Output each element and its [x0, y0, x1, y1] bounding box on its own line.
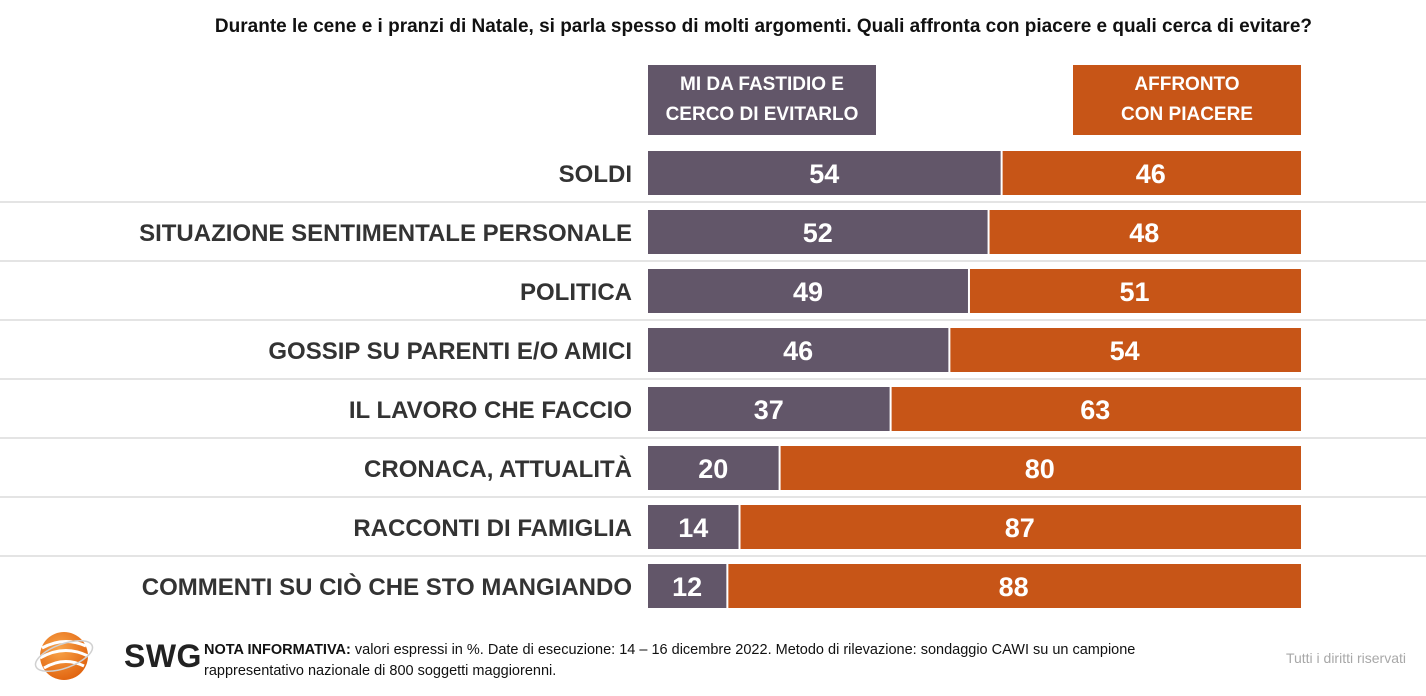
bar-avoid	[648, 210, 988, 254]
value-label-avoid: 52	[803, 218, 833, 248]
stacked-bar-chart: SOLDI 54 46 SITUAZIONE SENTIMENTALE PERSONA…	[0, 151, 1426, 608]
category-label: COMMENTI SU CIÒ CHE STO MANGIANDO	[142, 573, 632, 601]
value-label-avoid: 46	[783, 336, 813, 366]
value-label-avoid: 14	[678, 513, 708, 543]
value-label-avoid: 49	[793, 277, 823, 307]
rights-text: Tutti i diritti riservati	[1285, 650, 1406, 666]
category-label: GOSSIP SU PARENTI E/O AMICI	[268, 338, 632, 365]
category-label: SITUAZIONE SENTIMENTALE PERSONALE	[139, 220, 632, 247]
value-label-enjoy: 51	[1119, 277, 1149, 307]
footer-note: NOTA INFORMATIVA: valori espressi in %. …	[204, 640, 1214, 682]
value-label-enjoy: 88	[999, 572, 1029, 602]
value-label-avoid: 54	[809, 159, 839, 189]
legend-avoid: MI DA FASTIDIO E CERCO DI EVITARLO	[648, 65, 876, 135]
value-label-avoid: 37	[754, 395, 784, 425]
category-label: RACCONTI DI FAMIGLIA	[353, 515, 632, 542]
bar-avoid	[648, 505, 739, 549]
bar-enjoy	[728, 564, 1301, 608]
footer-note-text: valori espressi in %. Date di esecuzione…	[204, 642, 1136, 679]
bar-enjoy	[969, 269, 1301, 313]
footer-note-label: NOTA INFORMATIVA:	[204, 642, 351, 658]
category-label: CRONACA, ATTUALITÀ	[364, 455, 632, 483]
bar-enjoy	[950, 328, 1301, 372]
bar-avoid	[648, 446, 779, 490]
value-label-enjoy: 63	[1080, 395, 1110, 425]
value-label-enjoy: 48	[1129, 218, 1159, 248]
bar-avoid	[648, 328, 949, 372]
bar-enjoy	[780, 446, 1301, 490]
swg-logo: SWG	[28, 628, 201, 684]
swg-globe-icon	[34, 632, 94, 680]
bar-enjoy	[989, 210, 1301, 254]
value-label-enjoy: 87	[1005, 513, 1035, 543]
value-label-avoid: 20	[698, 454, 728, 484]
value-label-enjoy: 46	[1136, 159, 1166, 189]
category-label: IL LAVORO CHE FACCIO	[349, 397, 632, 424]
category-label: POLITICA	[520, 279, 632, 306]
bar-enjoy	[891, 387, 1301, 431]
bar-enjoy	[740, 505, 1301, 549]
bar-avoid	[648, 387, 890, 431]
bar-enjoy	[1002, 151, 1301, 195]
value-label-enjoy: 80	[1025, 454, 1055, 484]
legend-enjoy: AFFRONTO CON PIACERE	[1073, 65, 1301, 135]
bar-avoid	[648, 269, 968, 313]
category-label: SOLDI	[559, 161, 632, 188]
logo-text: SWG	[124, 638, 202, 674]
bar-avoid	[648, 151, 1001, 195]
chart-title: Durante le cene e i pranzi di Natale, si…	[214, 16, 1312, 37]
bar-avoid	[648, 564, 727, 608]
value-label-enjoy: 54	[1110, 336, 1140, 366]
value-label-avoid: 12	[672, 572, 702, 602]
